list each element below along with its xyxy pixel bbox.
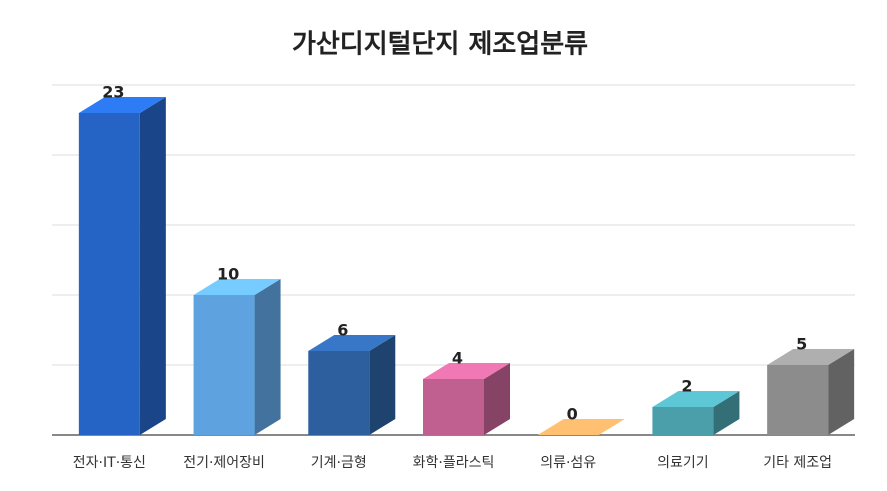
bar-side — [713, 391, 740, 435]
chart-title: 가산디지털단지 제조업분류 — [292, 30, 588, 60]
bar-side — [254, 279, 281, 435]
bar-side — [369, 335, 396, 435]
bar-side — [139, 97, 166, 435]
x-tick-label: 기계·금형 — [311, 455, 367, 471]
x-tick-label: 화학·플라스틱 — [413, 455, 495, 471]
bar-top — [193, 279, 281, 295]
value-label: 10 — [217, 265, 239, 284]
bar-top — [767, 349, 855, 365]
x-tick-label: 전자·IT·통신 — [73, 455, 146, 471]
bar-side — [828, 349, 855, 435]
bar — [652, 391, 740, 435]
bar — [308, 335, 396, 435]
value-label: 23 — [102, 83, 124, 102]
bar — [193, 279, 281, 435]
x-tick-label: 의료기기 — [657, 455, 709, 471]
value-label: 4 — [452, 349, 463, 368]
bar-front — [423, 379, 484, 435]
value-label: 5 — [796, 335, 807, 354]
x-tick-label: 기타 제조업 — [763, 455, 832, 471]
bar-top — [537, 419, 625, 435]
value-label: 2 — [681, 377, 692, 396]
x-tick-label: 의류·섬유 — [540, 455, 596, 471]
bar — [78, 97, 166, 435]
bar-top — [78, 97, 166, 113]
bar-front — [308, 351, 370, 435]
bar-front — [652, 407, 714, 435]
bar-front — [193, 295, 255, 435]
bar — [423, 363, 510, 435]
bar — [767, 349, 855, 435]
bar — [537, 419, 625, 435]
bar-top — [423, 363, 510, 379]
bar-top — [652, 391, 740, 407]
x-tick-label: 전기·제어장비 — [183, 455, 265, 471]
bar-front — [767, 365, 829, 435]
bar-top — [308, 335, 396, 351]
bar-front — [78, 113, 140, 435]
bar-side — [484, 363, 510, 435]
value-label: 0 — [567, 405, 578, 424]
value-label: 6 — [337, 321, 348, 340]
